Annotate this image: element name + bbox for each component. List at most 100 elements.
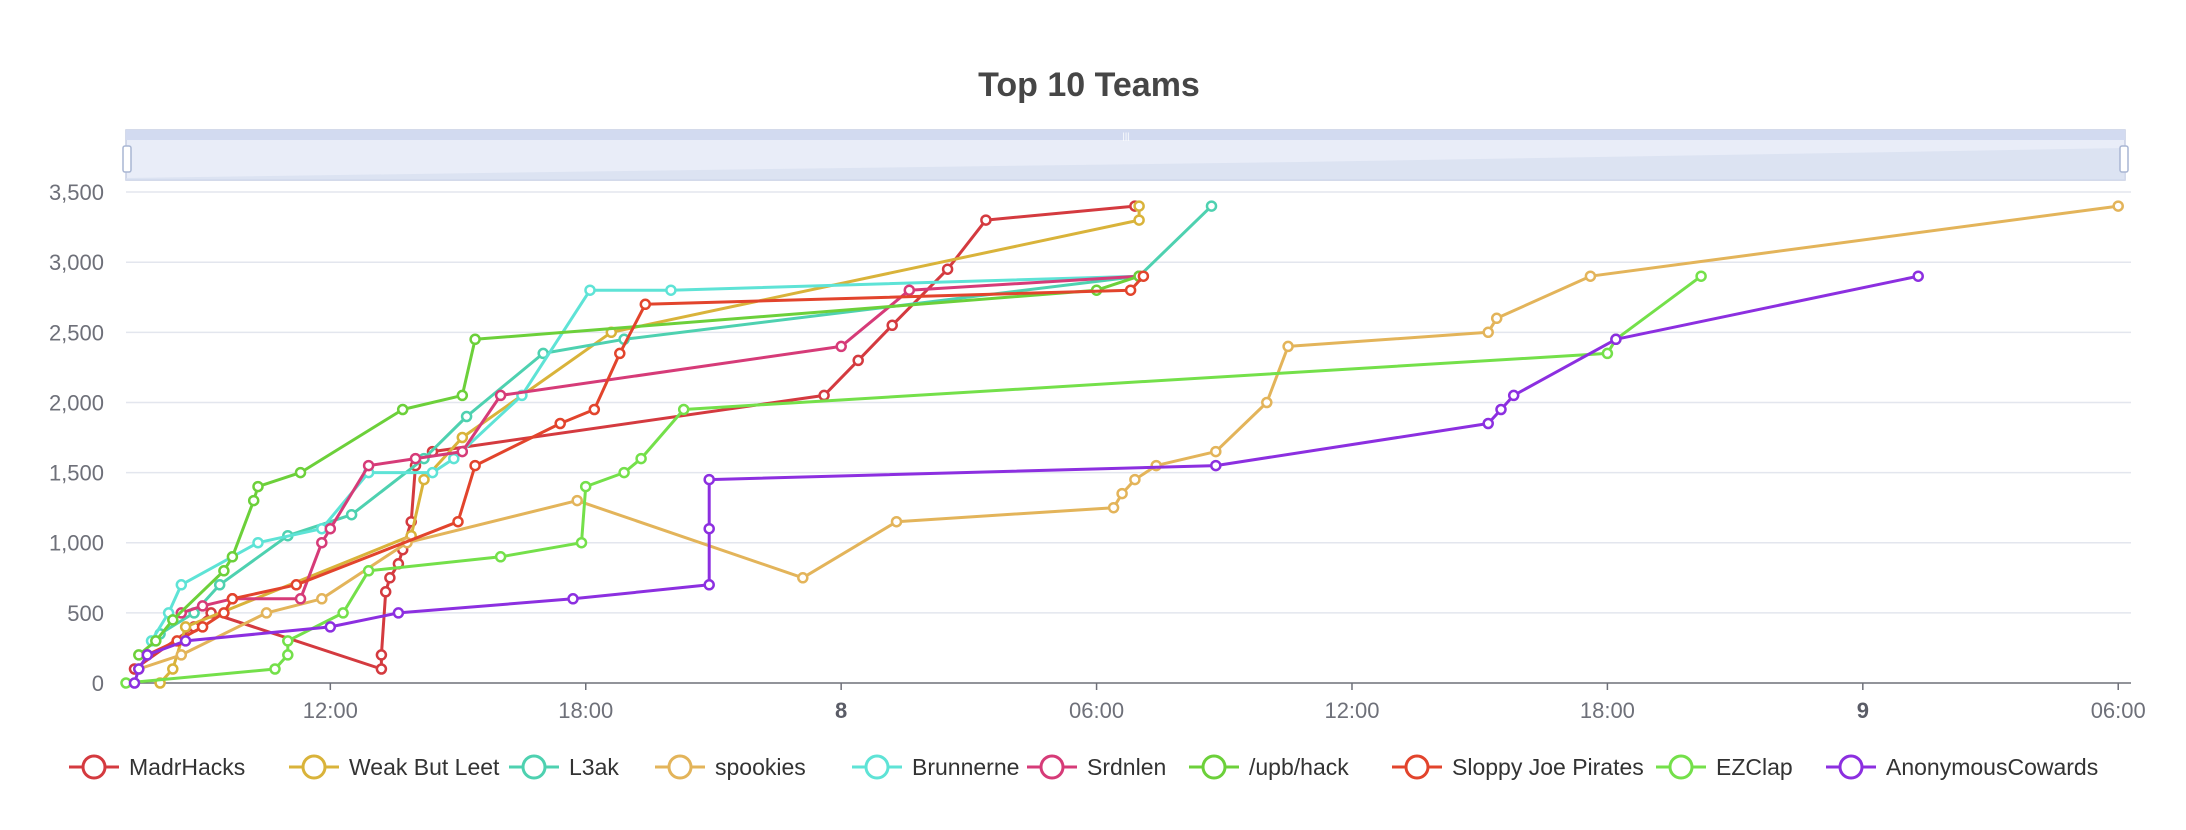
data-point[interactable]	[456, 431, 469, 444]
data-point[interactable]	[703, 579, 715, 591]
data-point[interactable]	[886, 319, 898, 332]
data-point[interactable]	[247, 494, 260, 507]
legend-item[interactable]: Brunnerne	[852, 754, 1019, 780]
data-point[interactable]	[469, 459, 481, 472]
data-point[interactable]	[703, 473, 715, 486]
data-point[interactable]	[316, 536, 328, 549]
data-point[interactable]	[677, 403, 690, 416]
data-point[interactable]	[1261, 396, 1273, 409]
data-zoom-right-handle[interactable]	[2119, 145, 2129, 173]
data-zoom-selection-bar[interactable]	[126, 130, 2125, 140]
data-point[interactable]	[1116, 487, 1128, 500]
data-point[interactable]	[324, 621, 337, 633]
data-point[interactable]	[345, 508, 358, 521]
data-point[interactable]	[362, 565, 375, 577]
data-point[interactable]	[460, 410, 473, 423]
data-point[interactable]	[456, 445, 469, 458]
legend-item[interactable]: MadrHacks	[69, 754, 245, 780]
data-point[interactable]	[418, 473, 430, 486]
data-point[interactable]	[167, 614, 179, 626]
data-point[interactable]	[175, 649, 188, 661]
data-point[interactable]	[128, 677, 141, 689]
data-point[interactable]	[448, 452, 460, 465]
data-zoom-grip-icon[interactable]: |||	[1122, 131, 1129, 141]
data-point[interactable]	[575, 536, 588, 549]
data-point[interactable]	[179, 621, 192, 633]
data-point[interactable]	[1124, 284, 1137, 296]
data-point[interactable]	[375, 649, 388, 661]
data-point[interactable]	[337, 607, 349, 619]
data-point[interactable]	[196, 621, 209, 633]
data-point[interactable]	[290, 579, 303, 591]
data-zoom-left-handle[interactable]	[122, 145, 132, 173]
data-point[interactable]	[324, 522, 337, 535]
data-point[interactable]	[1610, 333, 1622, 346]
data-point[interactable]	[175, 579, 188, 591]
data-point[interactable]	[469, 333, 481, 346]
legend-item[interactable]: AnonymousCowards	[1826, 754, 2098, 780]
data-point[interactable]	[890, 515, 903, 528]
data-point[interactable]	[294, 466, 307, 479]
data-point[interactable]	[588, 403, 601, 416]
data-point[interactable]	[635, 452, 647, 465]
data-point[interactable]	[1133, 214, 1145, 226]
data-point[interactable]	[494, 551, 507, 563]
data-point[interactable]	[1133, 200, 1145, 212]
data-point[interactable]	[384, 572, 396, 584]
data-point[interactable]	[316, 593, 328, 605]
data-point[interactable]	[1490, 312, 1503, 325]
data-point[interactable]	[260, 607, 273, 619]
legend-item[interactable]: Sloppy Joe Pirates	[1392, 754, 1644, 780]
data-point[interactable]	[218, 607, 230, 619]
data-point[interactable]	[584, 284, 596, 296]
data-point[interactable]	[818, 389, 830, 402]
data-point[interactable]	[639, 298, 652, 311]
data-point[interactable]	[252, 536, 264, 549]
legend-item[interactable]: Weak But Leet	[289, 754, 500, 780]
data-point[interactable]	[1482, 326, 1494, 339]
data-point[interactable]	[554, 417, 566, 430]
data-point[interactable]	[1507, 389, 1520, 402]
data-point[interactable]	[2112, 200, 2124, 212]
data-point[interactable]	[567, 593, 579, 605]
data-point[interactable]	[141, 649, 154, 661]
data-point[interactable]	[1584, 270, 1597, 282]
data-point[interactable]	[196, 600, 209, 612]
data-point[interactable]	[252, 480, 264, 493]
data-point[interactable]	[571, 494, 583, 507]
data-point[interactable]	[456, 389, 469, 402]
data-point[interactable]	[579, 480, 592, 493]
data-point[interactable]	[665, 284, 677, 296]
data-point[interactable]	[409, 452, 422, 465]
data-point[interactable]	[703, 522, 715, 535]
data-point[interactable]	[494, 389, 507, 402]
data-point[interactable]	[213, 579, 226, 591]
data-point[interactable]	[452, 515, 464, 528]
data-point[interactable]	[379, 586, 392, 598]
data-point[interactable]	[396, 403, 409, 416]
data-point[interactable]	[1695, 270, 1707, 282]
data-point[interactable]	[797, 572, 809, 584]
data-point[interactable]	[294, 593, 307, 605]
data-point[interactable]	[1205, 200, 1218, 212]
data-point[interactable]	[903, 284, 916, 296]
data-point[interactable]	[269, 663, 281, 675]
data-point[interactable]	[980, 214, 992, 226]
data-point[interactable]	[941, 263, 954, 275]
data-point[interactable]	[133, 663, 145, 675]
data-point[interactable]	[1282, 340, 1294, 353]
data-point[interactable]	[375, 663, 388, 675]
data-point[interactable]	[392, 607, 405, 619]
data-point[interactable]	[179, 635, 192, 647]
data-point[interactable]	[1210, 445, 1222, 458]
legend-item[interactable]: L3ak	[509, 754, 619, 780]
data-point[interactable]	[362, 459, 375, 472]
data-point[interactable]	[1495, 403, 1507, 416]
data-point[interactable]	[282, 649, 294, 661]
data-zoom-slider[interactable]: |||	[122, 129, 2129, 181]
data-point[interactable]	[226, 593, 239, 605]
data-point[interactable]	[167, 663, 179, 675]
data-point[interactable]	[282, 635, 294, 647]
legend-item[interactable]: Srdnlen	[1027, 754, 1166, 780]
data-point[interactable]	[1137, 270, 1150, 282]
